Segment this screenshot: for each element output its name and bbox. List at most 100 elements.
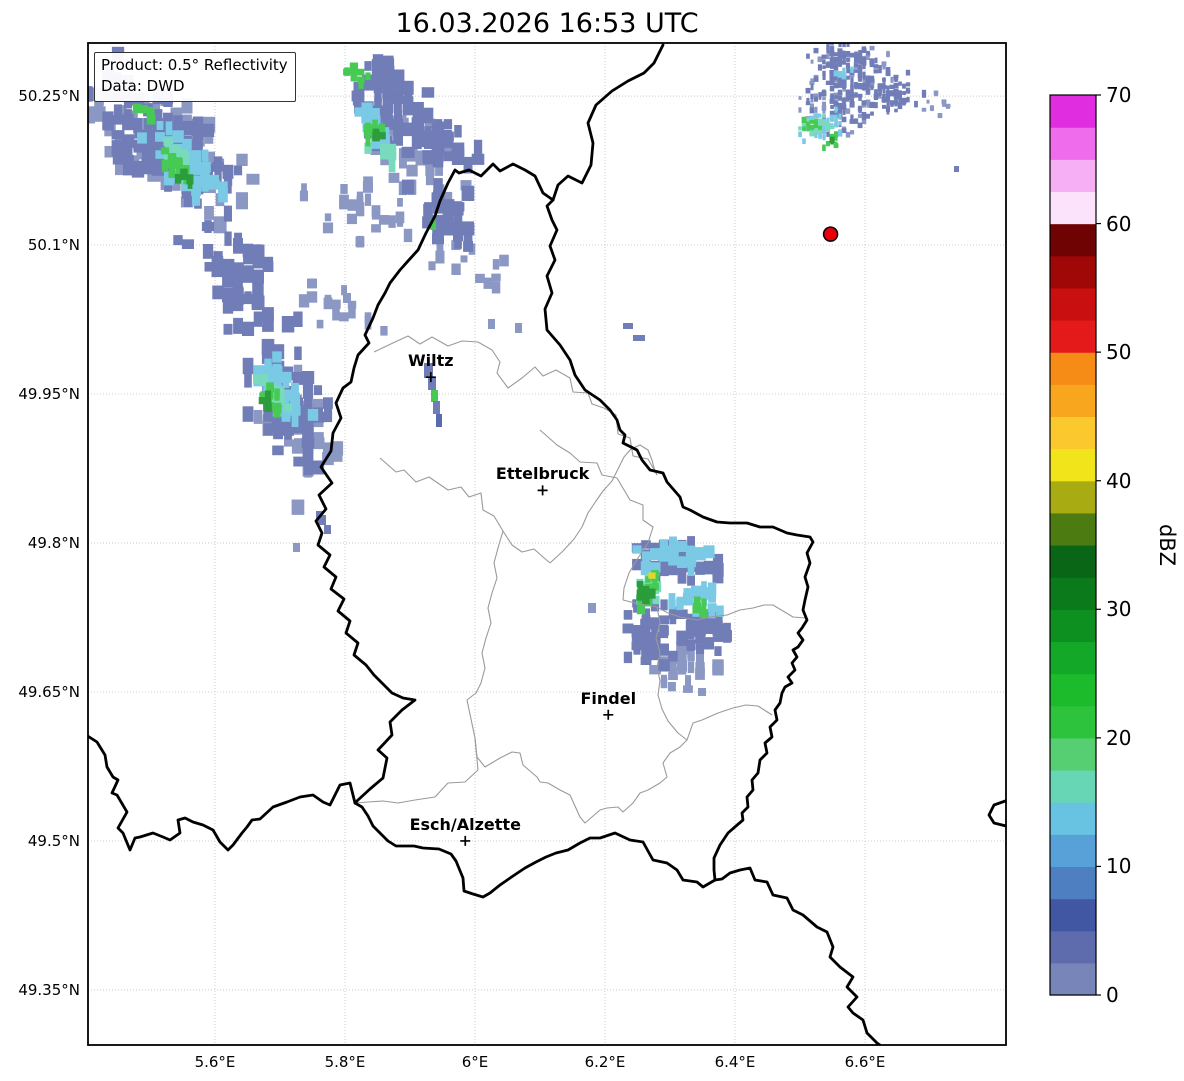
- colorbar-segment: [1050, 448, 1096, 482]
- echo-cell: [707, 582, 717, 596]
- echo-cell: [192, 116, 204, 130]
- echo-cell: [201, 149, 209, 162]
- echo-cell: [473, 139, 483, 157]
- echo-cell: [818, 127, 822, 134]
- echo-cell: [324, 213, 332, 222]
- echo-cell: [833, 64, 838, 70]
- echo-cell: [201, 222, 215, 232]
- echo-cell: [842, 97, 846, 104]
- echo-cell: [846, 96, 850, 102]
- echo-cell: [658, 659, 670, 672]
- echo-cell: [293, 364, 303, 376]
- echo-cell: [837, 57, 843, 61]
- lon-tick-label: 6°E: [461, 1053, 489, 1071]
- echo-cell: [877, 86, 883, 92]
- echo-cell: [433, 130, 443, 140]
- echo-cell: [837, 80, 843, 85]
- echo-cell: [246, 173, 260, 185]
- echo-cell: [192, 125, 204, 141]
- colorbar-segment: [1050, 287, 1096, 321]
- echo-cell: [822, 89, 826, 96]
- echo-cell: [263, 423, 273, 436]
- echo-cell: [712, 563, 724, 577]
- echo-cell: [436, 243, 444, 257]
- echo-cell: [850, 77, 854, 84]
- echo-cell: [842, 60, 846, 65]
- echo-cell: [104, 146, 116, 158]
- echo-cell: [830, 65, 834, 69]
- echo-cell: [845, 131, 851, 138]
- echo-cell: [869, 79, 875, 83]
- echo-cell: [381, 65, 395, 82]
- echo-cell: [174, 174, 182, 184]
- echo-cell: [845, 64, 850, 68]
- echo-cell: [821, 128, 827, 135]
- echo-cell: [648, 572, 656, 579]
- echo-cell: [180, 168, 188, 180]
- echo-cell: [683, 593, 693, 604]
- echo-cell: [431, 390, 438, 402]
- echo-cell: [854, 63, 858, 67]
- echo-cell: [809, 115, 815, 121]
- echo-cell: [842, 110, 846, 115]
- echo-cell: [298, 294, 310, 308]
- echo-cell: [304, 395, 312, 411]
- echo-cell: [103, 113, 113, 128]
- echo-cell: [153, 109, 163, 123]
- echo-cell: [890, 76, 894, 83]
- colorbar-segment: [1050, 223, 1096, 257]
- lat-tick-label: 49.8°N: [27, 534, 80, 552]
- city-label: Findel: [580, 688, 637, 708]
- echo-cell: [854, 82, 858, 88]
- echo-cell: [722, 630, 732, 642]
- echo-cell: [252, 255, 264, 269]
- echo-cell: [901, 97, 907, 104]
- echo-cell: [676, 544, 688, 552]
- echo-cell: [483, 277, 493, 289]
- echo-cell: [882, 94, 886, 100]
- echo-cell: [423, 155, 433, 165]
- echo-cell: [280, 389, 292, 401]
- echo-cell: [633, 335, 645, 341]
- colorbar-segment: [1050, 352, 1096, 385]
- echo-cell: [382, 115, 394, 130]
- echo-cell: [881, 61, 887, 67]
- echo-cell: [833, 57, 839, 63]
- echo-cell: [814, 106, 818, 113]
- echo-cell: [111, 130, 125, 140]
- echo-cell: [302, 449, 314, 467]
- echo-cell: [878, 69, 882, 74]
- echo-cell: [829, 98, 835, 104]
- echo-cell: [814, 128, 818, 133]
- colorbar-tick-label: 10: [1106, 854, 1132, 879]
- echo-cell: [293, 543, 300, 552]
- echo-cell: [861, 100, 867, 106]
- echo-cell: [241, 321, 255, 336]
- colorbar-tick-label: 70: [1106, 83, 1132, 107]
- echo-cell: [378, 123, 386, 132]
- echo-cell: [363, 176, 373, 187]
- echo-cell: [802, 121, 806, 126]
- echo-cell: [499, 254, 509, 267]
- echo-cell: [641, 551, 651, 560]
- echo-cell: [313, 385, 322, 396]
- echo-cell: [854, 92, 858, 98]
- echo-cell: [704, 615, 714, 624]
- echo-cell: [435, 162, 443, 176]
- echo-cell: [291, 383, 299, 397]
- echo-cell: [817, 64, 822, 71]
- echo-cell: [463, 159, 473, 174]
- echo-cell: [242, 406, 254, 422]
- city-markers: [425, 372, 614, 846]
- echo-cell: [462, 221, 474, 233]
- echo-cell: [651, 583, 659, 591]
- echo-cell: [331, 299, 341, 309]
- echo-cell: [798, 107, 802, 113]
- echo-cell: [365, 72, 371, 81]
- echo-cell: [862, 113, 866, 119]
- echo-cell: [678, 556, 686, 568]
- echo-cell: [676, 609, 688, 619]
- echo-cell: [857, 122, 863, 129]
- echo-cell: [861, 61, 867, 65]
- echo-cell: [346, 213, 357, 225]
